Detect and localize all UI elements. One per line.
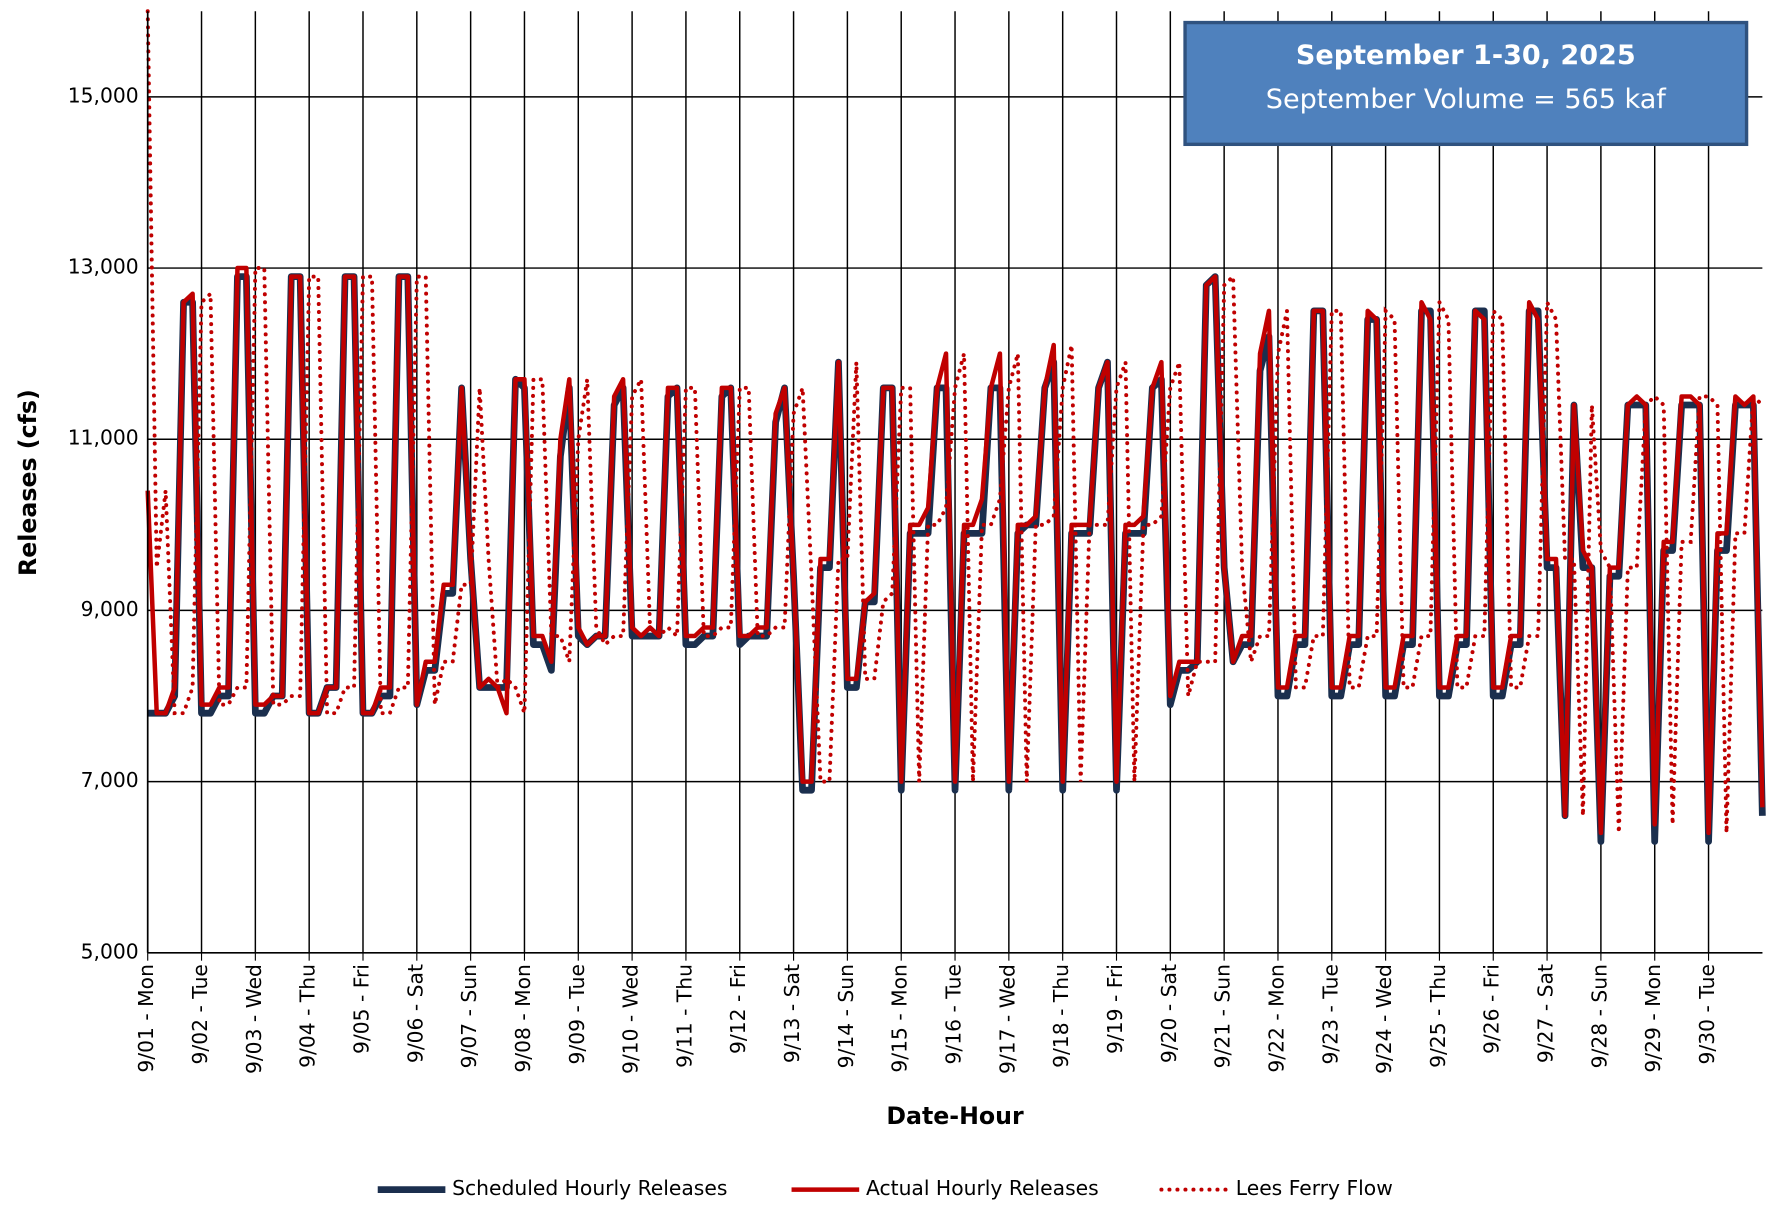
x-tick-label: 9/15 - Mon <box>888 964 912 1073</box>
plot-lines <box>145 9 1766 845</box>
x-tick-label: 9/30 - Tue <box>1695 964 1719 1064</box>
x-tick-label: 9/11 - Thu <box>672 964 696 1068</box>
x-tick-label: 9/16 - Tue <box>942 964 966 1064</box>
x-tick-label: 9/09 - Tue <box>565 964 589 1064</box>
y-tick-label: 11,000 <box>68 426 139 450</box>
y-tick-label: 15,000 <box>68 83 139 107</box>
y-tick-label: 9,000 <box>81 597 139 621</box>
legend-label: Scheduled Hourly Releases <box>452 1176 727 1200</box>
x-tick-label: 9/19 - Fri <box>1103 964 1127 1054</box>
x-tick-label: 9/12 - Fri <box>726 964 750 1054</box>
title-box <box>1183 20 1749 147</box>
y-tick-label: 7,000 <box>81 768 139 792</box>
x-tick-label: 9/25 - Thu <box>1426 964 1450 1068</box>
grid: 5,000 7,000 9,000 11,000 13,000 15,000 9/01 - … <box>68 11 1763 1074</box>
chart-title: September 1-30, 2025 <box>1296 40 1636 71</box>
x-tick-label: 9/22 - Mon <box>1264 964 1288 1073</box>
x-tick-label: 9/24 - Wed <box>1372 964 1396 1074</box>
x-tick-label: 9/18 - Thu <box>1049 964 1073 1068</box>
x-tick-label: 9/27 - Sat <box>1534 964 1558 1063</box>
x-tick-label: 9/20 - Sat <box>1157 964 1181 1063</box>
y-tick-label: 5,000 <box>81 939 139 963</box>
x-tick-label: 9/04 - Thu <box>296 964 320 1068</box>
x-tick-label: 9/21 - Sun <box>1211 964 1235 1068</box>
legend-label: Actual Hourly Releases <box>866 1176 1099 1200</box>
series-line <box>145 265 1765 836</box>
x-tick-label: 9/14 - Sun <box>834 964 858 1068</box>
y-tick-label: 13,000 <box>68 255 139 279</box>
x-tick-label: 9/02 - Tue <box>188 964 212 1064</box>
y-axis-title: Releases (cfs) <box>14 389 42 576</box>
x-tick-label: 9/17 - Wed <box>995 964 1019 1074</box>
x-axis-title: Date-Hour <box>886 1102 1024 1130</box>
x-tick-label: 9/06 - Sat <box>403 964 427 1063</box>
x-tick-label: 9/01 - Mon <box>134 964 158 1073</box>
x-tick-label: 9/08 - Mon <box>511 964 535 1073</box>
legend-label: Lees Ferry Flow <box>1236 1176 1393 1200</box>
x-tick-label: 9/28 - Sun <box>1587 964 1611 1068</box>
legend: Scheduled Hourly Releases Actual Hourly R… <box>377 1176 1393 1200</box>
x-tick-label: 9/13 - Sat <box>780 964 804 1063</box>
x-tick-label: 9/03 - Wed <box>242 964 266 1074</box>
chart-subtitle: September Volume = 565 kaf <box>1266 84 1668 115</box>
x-tick-label: 9/26 - Fri <box>1480 964 1504 1054</box>
x-tick-label: 9/07 - Sun <box>457 964 481 1068</box>
x-tick-label: 9/10 - Wed <box>619 964 643 1074</box>
x-tick-label: 9/29 - Mon <box>1641 964 1665 1073</box>
x-tick-label: 9/23 - Tue <box>1318 964 1342 1064</box>
series-line <box>145 9 1765 833</box>
x-tick-label: 9/05 - Fri <box>349 964 373 1054</box>
